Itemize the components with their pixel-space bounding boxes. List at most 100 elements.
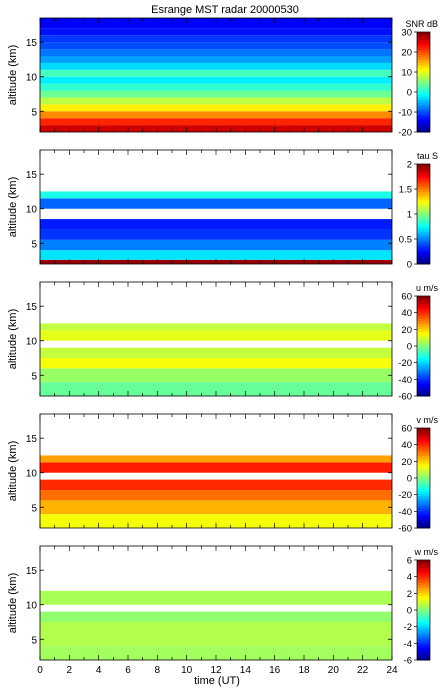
y-axis-label: altitude (km) <box>7 45 19 106</box>
colorbar-segment <box>417 226 430 230</box>
heatmap-layer-SNR <box>40 49 392 56</box>
colorbar-segment <box>417 303 430 307</box>
panel-v: 5 10 15 altitude (km) -60 -40 -20 0 20 40 60 v m/s <box>7 413 438 535</box>
y-tick-label: 10 <box>26 469 38 480</box>
colorbar-segment <box>417 249 430 252</box>
colorbar-tick-label: 60 <box>401 292 412 303</box>
colorbar-segment <box>417 378 430 382</box>
colorbar-segment <box>417 645 430 648</box>
colorbar-segment <box>417 328 430 332</box>
colorbar-segment <box>417 525 430 529</box>
colorbar-segment <box>417 515 430 519</box>
colorbar-tick-label: 30 <box>401 28 412 39</box>
colorbar-segment <box>417 109 430 113</box>
colorbar-tick-label: -6 <box>404 656 412 667</box>
colorbar-segment <box>417 435 430 439</box>
colorbar-tick-label: 0.5 <box>399 235 412 246</box>
colorbar-segment <box>417 306 430 309</box>
colorbar-segment <box>417 82 430 85</box>
colorbar-segment <box>417 259 430 262</box>
colorbar-segment <box>417 655 430 658</box>
colorbar-tick-label: -40 <box>398 507 412 518</box>
x-tick-label: 24 <box>386 665 398 676</box>
colorbar-segment <box>417 520 430 524</box>
colorbar-segment <box>417 199 430 202</box>
heatmap-layer-SNR <box>40 28 392 36</box>
colorbar-tick-label: 1 <box>407 210 412 221</box>
colorbar-segment <box>417 179 430 182</box>
y-axis-label: altitude (km) <box>7 441 19 502</box>
colorbar-segment <box>417 602 430 606</box>
colorbar-segment <box>417 221 430 225</box>
colorbar-segment <box>417 498 430 501</box>
colorbar-segment <box>417 79 430 83</box>
y-tick-label: 5 <box>31 371 37 382</box>
y-tick-label: 5 <box>31 635 37 646</box>
colorbar-segment <box>417 460 430 464</box>
colorbar-segment <box>417 261 430 265</box>
colorbar-segment <box>417 475 430 479</box>
colorbar-segment <box>417 438 430 441</box>
colorbar-segment <box>417 508 430 511</box>
colorbar-segment <box>417 326 430 329</box>
colorbar-segment <box>417 246 430 250</box>
colorbar-segment <box>417 189 430 192</box>
colorbar-segment <box>417 84 430 88</box>
colorbar-tick-label: -60 <box>398 392 412 403</box>
heatmap-layer-w <box>40 622 392 647</box>
colorbar-segment <box>417 652 430 656</box>
colorbar-segment <box>417 231 430 235</box>
heatmap-layer-u <box>40 358 392 369</box>
colorbar-segment <box>417 391 430 394</box>
y-tick-label: 15 <box>26 566 38 577</box>
colorbar-segment <box>417 256 430 260</box>
y-tick-label: 15 <box>26 170 38 181</box>
colorbar-segment <box>417 57 430 60</box>
heatmap-layer-SNR <box>40 62 392 70</box>
colorbar-segment <box>417 311 430 314</box>
colorbar-segment <box>417 316 430 319</box>
colorbar-segment <box>417 597 430 601</box>
colorbar-segment <box>417 186 430 190</box>
colorbar-tick-label: -4 <box>404 639 412 650</box>
colorbar-segment <box>417 600 430 603</box>
colorbar-segment <box>417 383 430 387</box>
x-tick-label: 6 <box>125 665 131 676</box>
heatmap-layer-u <box>40 347 392 358</box>
colorbar-tick-label: 20 <box>401 457 412 468</box>
colorbar-segment <box>417 453 430 456</box>
colorbar-segment <box>417 44 430 48</box>
heatmap-layer-SNR <box>40 111 392 119</box>
heatmap-layer-SNR <box>40 97 392 105</box>
colorbar-segment <box>417 468 430 471</box>
colorbar-segment <box>417 615 430 618</box>
colorbar-tick-label: -20 <box>398 128 412 139</box>
colorbar-segment <box>417 587 430 591</box>
colorbar-segment <box>417 239 430 242</box>
colorbar-segment <box>417 129 430 133</box>
colorbar-segment <box>417 470 430 474</box>
x-tick-label: 14 <box>240 665 252 676</box>
colorbar-segment <box>417 112 430 115</box>
colorbar-segment <box>417 590 430 593</box>
colorbar-segment <box>417 244 430 247</box>
colorbar-segment <box>417 393 430 397</box>
colorbar-segment <box>417 164 430 167</box>
y-tick-label: 10 <box>26 601 38 612</box>
colorbar-segment <box>417 363 430 367</box>
colorbar-segment <box>417 572 430 576</box>
heatmap-layer-v <box>40 500 392 515</box>
colorbar-segment <box>417 241 430 245</box>
colorbar-tick-label: 40 <box>401 308 412 319</box>
colorbar-segment <box>417 236 430 240</box>
colorbar-segment <box>417 127 430 130</box>
colorbar-segment <box>417 67 430 70</box>
colorbar-tick-label: 2 <box>407 589 412 600</box>
heatmap-layer-v <box>40 455 392 463</box>
colorbar-tick-label: 60 <box>401 424 412 435</box>
colorbar-segment <box>417 52 430 55</box>
colorbar-segment <box>417 610 430 613</box>
colorbar-segment <box>417 570 430 573</box>
heatmap-layer-w <box>40 590 392 605</box>
